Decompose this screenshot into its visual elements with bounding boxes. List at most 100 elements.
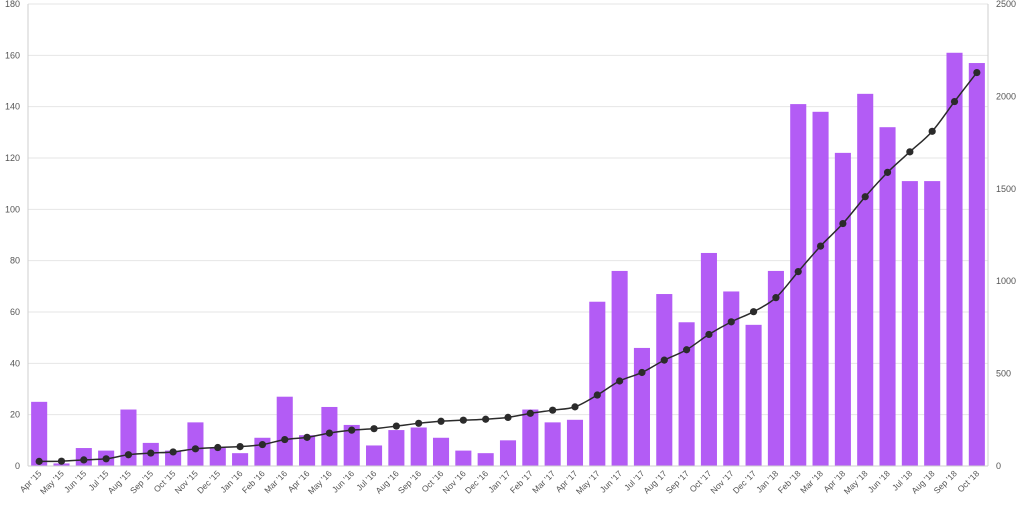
line-point-oct-16[interactable] <box>437 417 445 425</box>
line-point-may-18[interactable] <box>861 193 869 201</box>
bar-oct-18[interactable] <box>968 63 985 467</box>
bar-mar-16[interactable] <box>276 396 293 466</box>
x-tick-label: Dec '16 <box>463 468 490 495</box>
x-tick-label: Dec '15 <box>195 468 222 495</box>
line-point-sep-15[interactable] <box>147 449 155 457</box>
line-point-sep-16[interactable] <box>415 419 423 427</box>
bar-apr-17[interactable] <box>566 419 584 466</box>
left-y-tick-label: 100 <box>5 204 20 214</box>
line-point-jun-15[interactable] <box>80 456 88 464</box>
line-point-mar-16[interactable] <box>281 435 289 444</box>
bar-aug-15[interactable] <box>120 409 137 466</box>
line-point-oct-15[interactable] <box>169 448 177 456</box>
line-point-mar-18[interactable] <box>816 242 825 250</box>
right-y-tick-label: 1500 <box>996 184 1016 194</box>
bar-apr-16[interactable] <box>299 435 316 466</box>
line-point-nov-16[interactable] <box>459 416 467 424</box>
line-point-jan-18[interactable] <box>772 294 780 302</box>
x-tick-label: Feb '18 <box>776 468 803 495</box>
line-point-may-15[interactable] <box>57 457 66 465</box>
line-point-may-17[interactable] <box>593 391 601 399</box>
x-tick-label: Jan '17 <box>486 468 512 494</box>
bar-jun-17[interactable] <box>611 270 628 466</box>
bar-dec-16[interactable] <box>477 453 494 466</box>
line-point-apr-16[interactable] <box>303 433 311 441</box>
line-point-mar-17[interactable] <box>549 406 557 414</box>
x-tick-label: Mar '18 <box>798 468 825 495</box>
line-point-aug-16[interactable] <box>392 422 400 430</box>
bar-sep-18[interactable] <box>946 52 963 467</box>
line-point-apr-18[interactable] <box>839 219 847 228</box>
line-point-oct-18[interactable] <box>973 68 981 77</box>
line-point-aug-17[interactable] <box>660 356 668 364</box>
line-point-aug-18[interactable] <box>928 127 936 135</box>
left-y-tick-label: 180 <box>5 0 20 9</box>
bar-nov-16[interactable] <box>455 450 472 466</box>
bar-dec-15[interactable] <box>209 448 226 466</box>
line-point-sep-17[interactable] <box>683 346 691 354</box>
left-y-tick-label: 160 <box>5 50 20 60</box>
bar-dec-17[interactable] <box>745 324 762 466</box>
bar-feb-17[interactable] <box>522 409 539 466</box>
line-point-aug-15[interactable] <box>124 451 133 459</box>
line-point-jun-18[interactable] <box>883 168 892 176</box>
line-point-jul-18[interactable] <box>906 148 914 156</box>
bar-mar-17[interactable] <box>544 422 561 466</box>
bar-jun-16[interactable] <box>343 424 360 466</box>
right-y-tick-label: 500 <box>996 369 1011 379</box>
line-point-jun-17[interactable] <box>616 377 624 385</box>
line-point-jul-15[interactable] <box>102 455 110 463</box>
line-point-dec-15[interactable] <box>214 443 222 452</box>
x-tick-label: Oct '18 <box>955 468 981 494</box>
bar-mar-18[interactable] <box>812 111 829 467</box>
bar-sep-17[interactable] <box>678 322 695 466</box>
line-point-jul-17[interactable] <box>638 368 646 377</box>
x-tick-label: Mar '16 <box>262 468 289 495</box>
bar-may-17[interactable] <box>589 301 606 466</box>
bar-jul-18[interactable] <box>901 181 918 466</box>
bar-jan-16[interactable] <box>232 453 249 466</box>
x-tick-label: Mar '17 <box>530 468 557 495</box>
bar-jul-16[interactable] <box>366 445 383 466</box>
x-tick-label: Aug '18 <box>909 468 936 495</box>
bar-aug-18[interactable] <box>924 181 941 466</box>
line-point-dec-17[interactable] <box>749 308 758 316</box>
line-point-apr-17[interactable] <box>571 403 579 411</box>
left-y-axis-ticks: 0 20 40 60 80 100 120 140 160 180 <box>5 0 20 471</box>
line-point-sep-18[interactable] <box>950 97 959 106</box>
bar-aug-17[interactable] <box>656 294 673 466</box>
bar-jan-17[interactable] <box>499 440 517 466</box>
bar-sep-16[interactable] <box>410 427 427 467</box>
left-y-tick-label: 40 <box>10 358 20 368</box>
line-point-nov-17[interactable] <box>727 318 735 326</box>
line-point-jun-16[interactable] <box>348 426 356 434</box>
line-point-jan-17[interactable] <box>504 413 512 421</box>
bar-nov-15[interactable] <box>187 422 204 466</box>
bar-oct-15[interactable] <box>165 450 182 466</box>
line-point-feb-17[interactable] <box>526 409 534 417</box>
right-y-tick-label: 2000 <box>996 91 1016 101</box>
line-point-oct-17[interactable] <box>705 330 713 339</box>
bar-aug-16[interactable] <box>388 430 405 466</box>
line-point-apr-15[interactable] <box>35 457 43 465</box>
x-tick-label: May '17 <box>574 468 602 496</box>
line-point-feb-16[interactable] <box>258 440 267 449</box>
line-point-dec-16[interactable] <box>482 415 490 423</box>
x-tick-label: Dec '17 <box>731 468 758 495</box>
bar-feb-18[interactable] <box>790 104 807 466</box>
bar-oct-16[interactable] <box>432 437 450 466</box>
line-point-feb-18[interactable] <box>794 267 802 276</box>
bar-jun-18[interactable] <box>879 127 896 466</box>
left-y-tick-label: 80 <box>10 256 20 266</box>
bar-oct-17[interactable] <box>700 252 717 466</box>
line-point-nov-15[interactable] <box>191 445 200 453</box>
line-point-jul-16[interactable] <box>370 425 378 433</box>
bar-jan-18[interactable] <box>767 270 784 466</box>
line-point-may-16[interactable] <box>325 429 333 437</box>
bar-may-18[interactable] <box>857 93 874 466</box>
bar-apr-15[interactable] <box>31 401 48 466</box>
bar-jul-17[interactable] <box>633 347 650 466</box>
bar-apr-18[interactable] <box>834 152 851 466</box>
bar-nov-17[interactable] <box>723 291 740 466</box>
line-point-jan-16[interactable] <box>236 442 244 451</box>
